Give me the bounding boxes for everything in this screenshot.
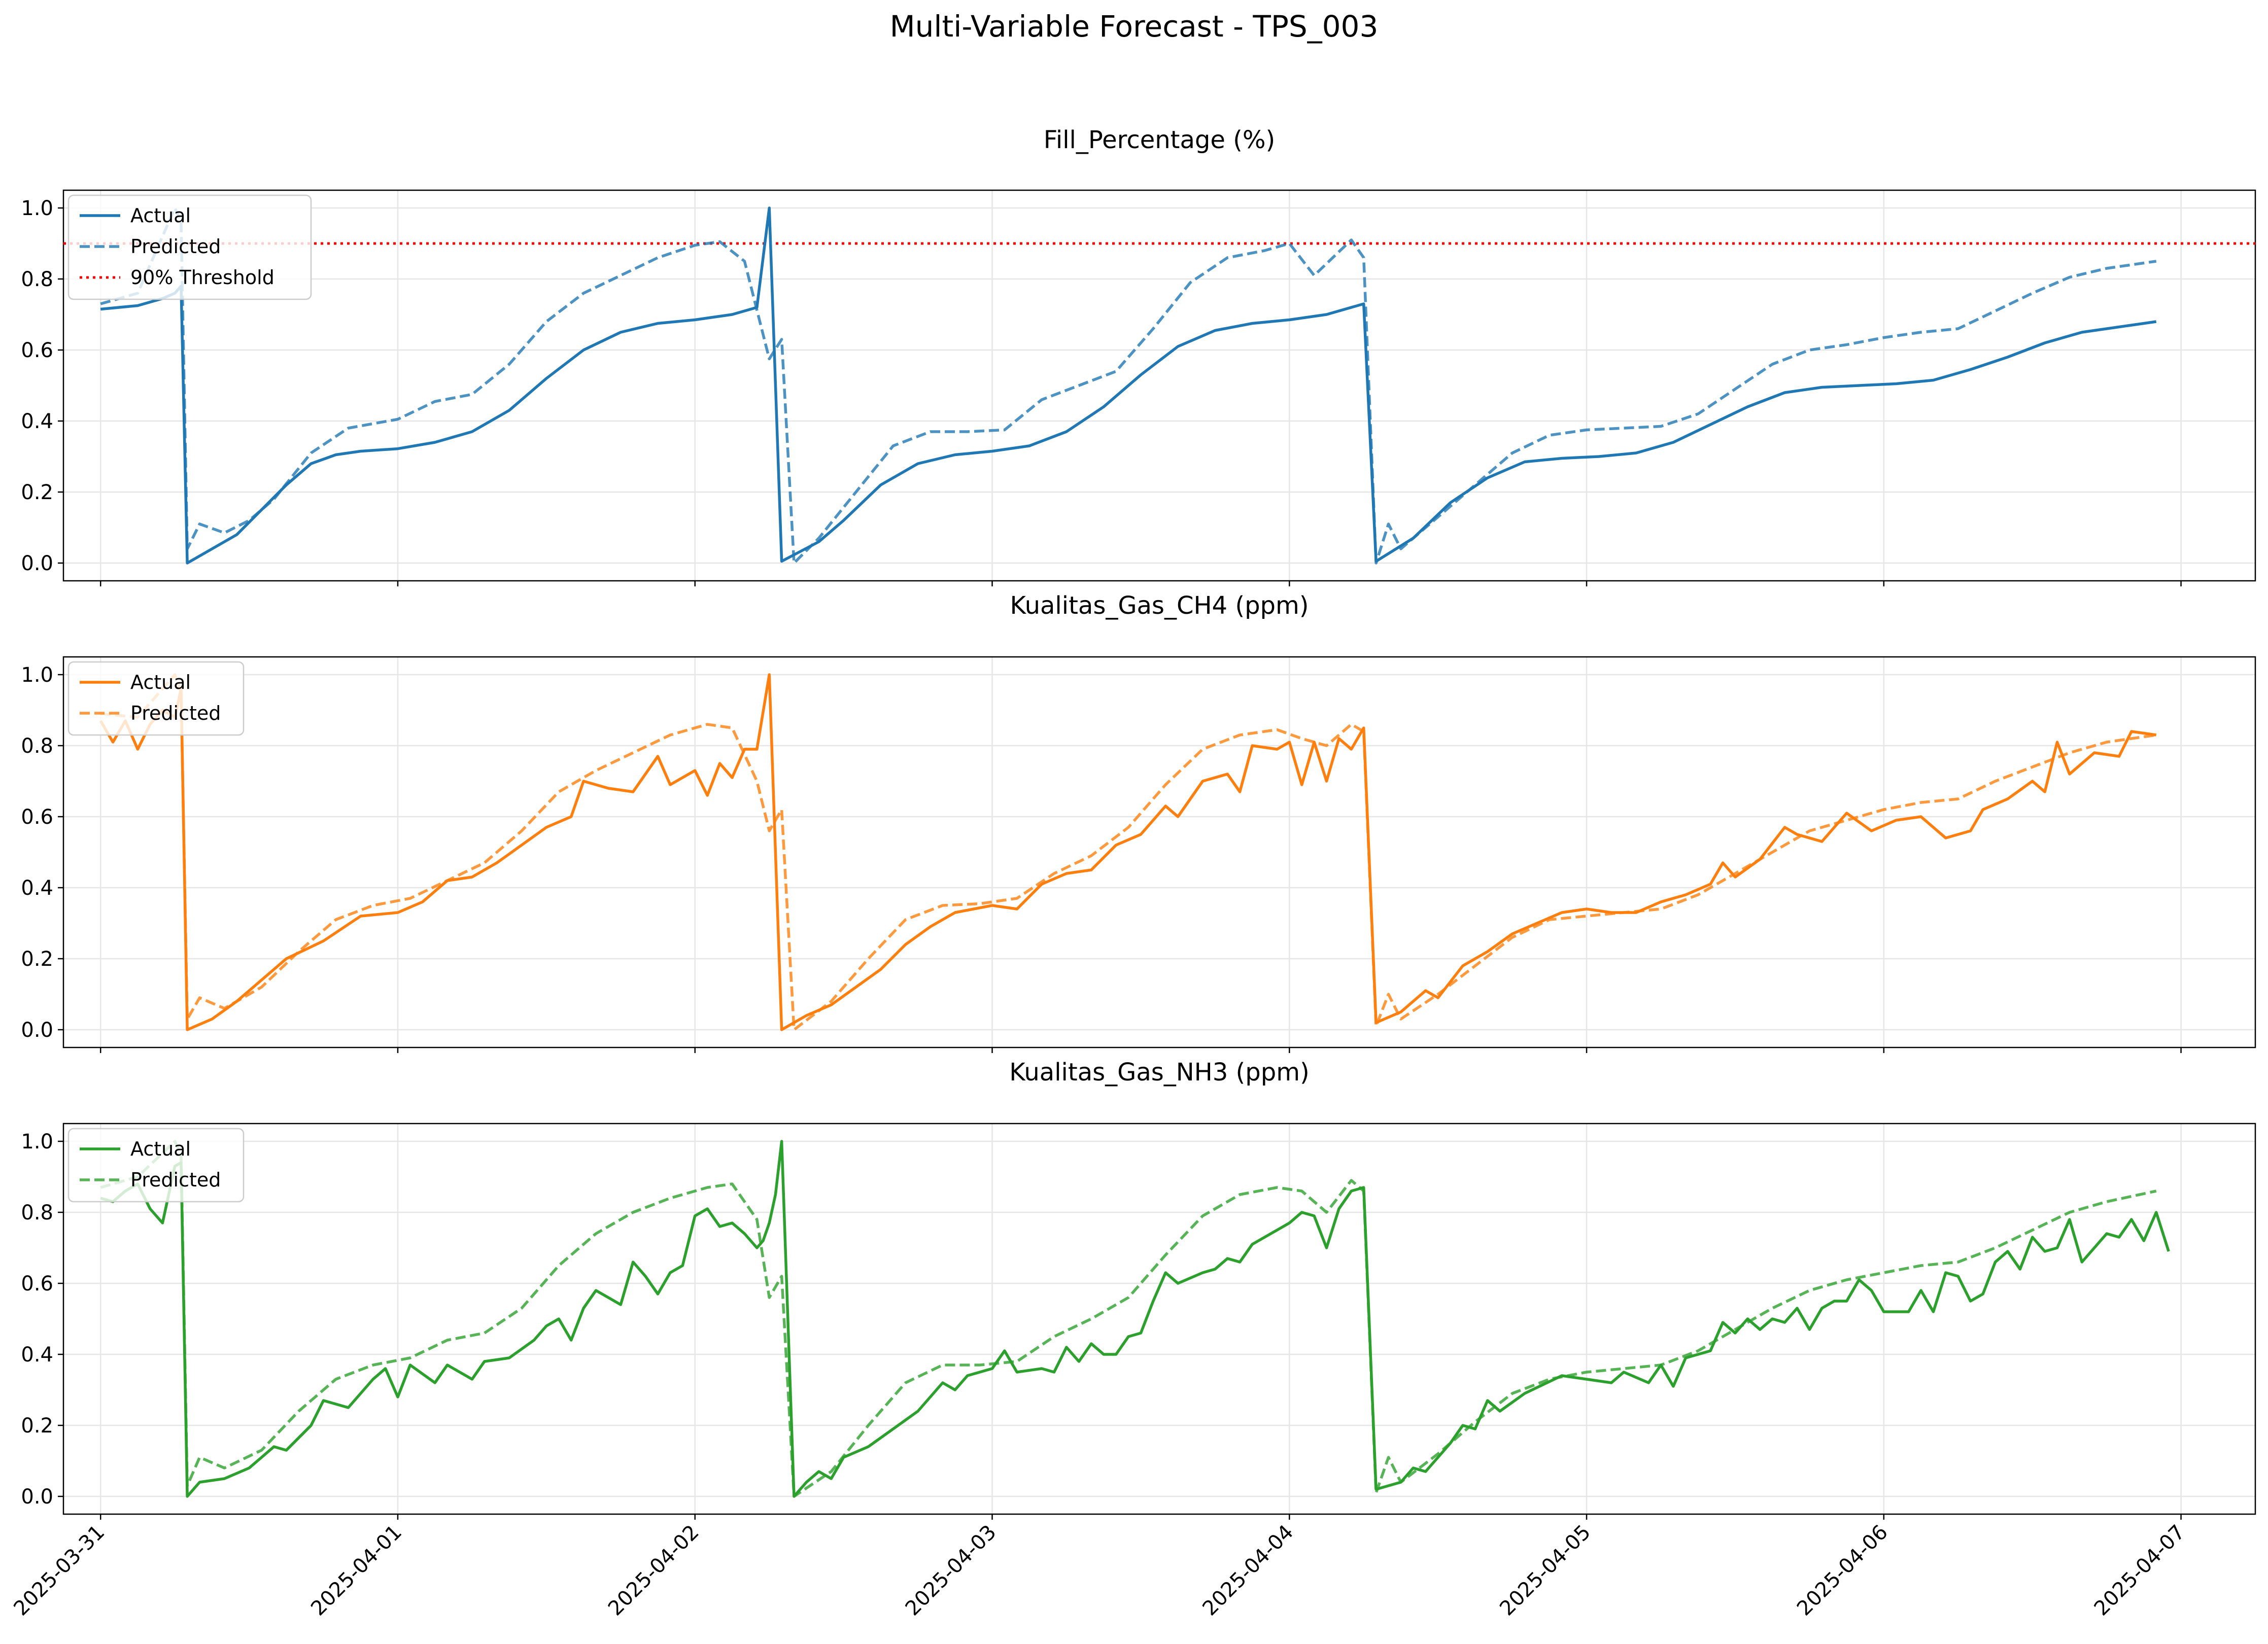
legend-label: Predicted — [130, 1169, 221, 1191]
axes-frame — [62, 656, 2256, 1048]
axes-frame — [62, 1123, 2256, 1515]
y-tick-label: 0.8 — [21, 268, 53, 291]
y-tick-label: 1.0 — [21, 197, 53, 220]
y-tick-label: 0.0 — [21, 1019, 53, 1042]
grid — [63, 190, 2255, 581]
figure-title: Multi-Variable Forecast - TPS_003 — [890, 9, 1379, 44]
legend-label: Actual — [130, 671, 191, 693]
y-tick-label: 0.8 — [21, 1201, 53, 1225]
series-actual-line — [99, 673, 2157, 1031]
plot-area — [63, 206, 2255, 565]
panel-title: Kualitas_Gas_CH4 (ppm) — [1010, 591, 1309, 620]
legend: Actual Predicted — [67, 661, 245, 736]
y-tick-label: 0.8 — [21, 734, 53, 758]
y-tick-label: 0.4 — [21, 877, 53, 900]
panel-title: Fill_Percentage (%) — [1044, 126, 1275, 154]
y-tick-label: 0.6 — [21, 1272, 53, 1296]
panel-title: Kualitas_Gas_NH3 (ppm) — [1009, 1058, 1309, 1087]
y-tick-label: 0.2 — [21, 948, 53, 971]
series-predicted-line — [100, 206, 2157, 565]
plot-area — [99, 673, 2157, 1031]
series-predicted-line — [100, 1140, 2157, 1498]
plot-area — [100, 1140, 2170, 1498]
legend-label: Predicted — [130, 235, 221, 258]
grid — [63, 657, 2255, 1047]
legend-label: 90% Threshold — [130, 266, 274, 289]
series-actual-line — [100, 206, 2157, 565]
legend-label: Actual — [130, 1138, 191, 1160]
y-tick-label: 0.0 — [21, 1485, 53, 1509]
axes-frame — [62, 189, 2256, 582]
legend-box — [67, 1128, 245, 1203]
y-tick-label: 0.0 — [21, 552, 53, 575]
legend: Actual Predicted 90% Threshold — [67, 194, 312, 300]
legend-box — [67, 661, 245, 736]
panel-2: Kualitas_Gas_CH4 (ppm) 0.0 0.2 0.4 0.6 0.8 1.0… — [21, 591, 2256, 1053]
y-tick-label: 0.6 — [21, 339, 53, 362]
y-tick-label: 0.4 — [21, 1343, 53, 1367]
legend-box — [67, 194, 312, 300]
y-tick-label: 0.2 — [21, 1414, 53, 1438]
y-tick-label: 0.2 — [21, 481, 53, 504]
y-tick-label: 1.0 — [21, 1130, 53, 1153]
y-tick-label: 0.4 — [21, 410, 53, 433]
legend-label: Actual — [130, 204, 191, 227]
series-predicted-line — [100, 673, 2157, 1031]
y-tick-label: 0.6 — [21, 806, 53, 829]
series-actual-line — [100, 1140, 2170, 1498]
panel-1: Fill_Percentage (%) 0.0 0.2 0.4 0.6 0.8 1.0 Act… — [21, 126, 2256, 586]
legend-label: Predicted — [130, 702, 221, 724]
legend: Actual Predicted — [67, 1128, 245, 1203]
y-tick-label: 1.0 — [21, 663, 53, 687]
